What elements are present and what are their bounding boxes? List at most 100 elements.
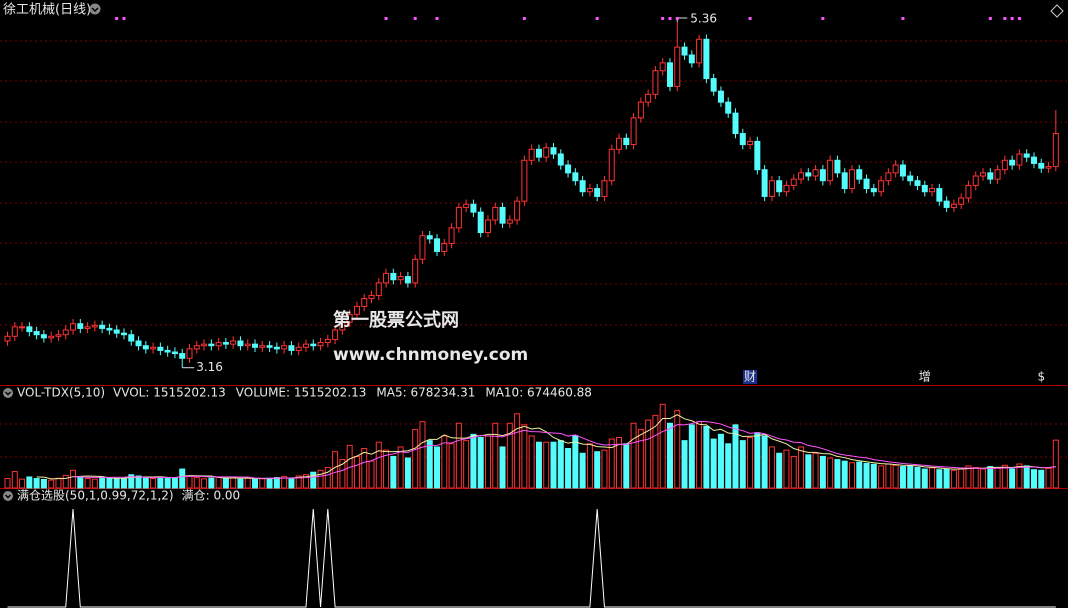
volume-bar	[215, 476, 222, 489]
candle-body	[688, 54, 695, 64]
volume-bar	[310, 471, 317, 489]
volume-bar	[1030, 469, 1037, 489]
candle-body	[142, 345, 149, 350]
candle-body	[870, 188, 877, 193]
candle-body	[827, 159, 834, 182]
volume-bar	[448, 443, 455, 489]
candle-body	[950, 203, 957, 208]
volume-bar	[1001, 464, 1008, 489]
volume-bar	[135, 475, 142, 489]
candle-body	[441, 243, 448, 252]
volume-bar	[19, 478, 26, 489]
volume-bar	[834, 459, 841, 489]
volume-bar	[397, 446, 404, 489]
candle-body	[353, 305, 360, 315]
candle-body	[958, 197, 965, 205]
candle-body	[987, 172, 994, 180]
volume-bar	[70, 469, 77, 489]
volume-bar	[899, 466, 906, 489]
signal-dot	[988, 17, 992, 20]
volume-bar	[870, 463, 877, 489]
candle-body	[426, 235, 433, 240]
volume-bar	[616, 436, 623, 489]
volume-bar	[492, 422, 499, 489]
candle-body	[710, 78, 717, 92]
candle-body	[222, 342, 229, 345]
volume-bar	[768, 446, 775, 489]
candle-body	[361, 298, 368, 307]
volume-bar	[681, 440, 688, 489]
candle-body	[1038, 162, 1045, 169]
candle-body	[1001, 159, 1008, 171]
volume-bar	[535, 441, 542, 489]
candle-body	[26, 326, 33, 333]
candle-body	[550, 147, 557, 155]
candle-body	[113, 329, 120, 334]
dropdown-icon[interactable]	[89, 3, 101, 15]
volume-bar	[324, 466, 331, 489]
signal-dot	[661, 17, 665, 20]
signal-dot	[1003, 17, 1007, 20]
candle-body	[455, 206, 462, 229]
volume-bar	[150, 478, 157, 489]
signal-dot	[595, 17, 599, 20]
low-label: 3.16	[196, 360, 223, 374]
volume-bar	[776, 452, 783, 489]
legend-entry: MA10: 674460.88	[485, 386, 592, 400]
candle-body	[521, 159, 528, 202]
candle-body	[4, 335, 11, 342]
volume-bar	[281, 476, 288, 489]
volume-bar	[972, 466, 979, 489]
panel-icon[interactable]	[3, 491, 13, 501]
legend-entry: VOLUME: 1515202.13	[236, 386, 367, 400]
candle-body	[659, 62, 666, 72]
candle-body	[630, 117, 637, 146]
corner-icon[interactable]	[1050, 4, 1064, 18]
candle-body	[907, 175, 914, 182]
candle-body	[936, 188, 943, 202]
volume-bar	[84, 478, 91, 489]
candle-body	[186, 348, 193, 359]
candle-body	[448, 227, 455, 245]
candle-body	[586, 188, 593, 193]
volume-bar	[688, 424, 695, 489]
volume-bar	[113, 478, 120, 489]
volume-bar	[747, 436, 754, 489]
volume-bar	[288, 478, 295, 489]
volume-bar	[885, 463, 892, 489]
volume-bar	[550, 441, 557, 489]
volume-bar	[222, 478, 229, 489]
candle-body	[594, 188, 601, 197]
volume-bar	[950, 469, 957, 489]
signal-dot	[435, 17, 439, 20]
candle-body	[375, 282, 382, 296]
volume-bar	[980, 468, 987, 489]
candle-body	[943, 200, 950, 208]
volume-bar	[383, 449, 390, 489]
volume-bar	[33, 478, 40, 489]
candle-body	[768, 180, 775, 197]
volume-bar	[404, 457, 411, 489]
volume-bar	[11, 471, 18, 489]
volume-bar	[368, 460, 375, 489]
candle-body	[1052, 133, 1059, 168]
volume-bar	[1023, 465, 1030, 489]
volume-bar	[186, 475, 193, 489]
volume-bar	[790, 455, 797, 489]
volume-bar	[201, 478, 208, 489]
volume-bar	[390, 455, 397, 489]
candle-body	[783, 184, 790, 193]
volume-bar	[55, 477, 62, 489]
candle-body	[368, 294, 375, 300]
signal-dot	[384, 17, 388, 20]
volume-bar	[244, 477, 251, 489]
candle-body	[484, 219, 491, 234]
volume-bar	[477, 436, 484, 489]
candle-body	[848, 169, 855, 190]
panel-icon[interactable]	[3, 388, 13, 398]
candle-body	[739, 133, 746, 146]
watermark-url: www.chnmoney.com	[333, 345, 528, 365]
volume-bar	[302, 474, 309, 489]
signal-dot	[1017, 17, 1021, 20]
candle-body	[120, 332, 127, 336]
